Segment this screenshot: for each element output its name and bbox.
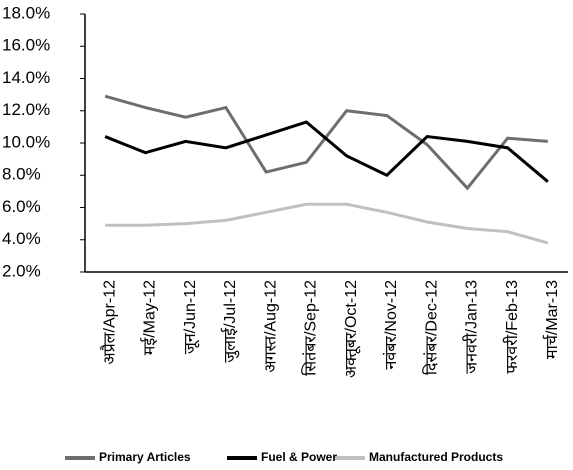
- y-tick-label: 14.0%: [2, 68, 50, 87]
- x-tick-label: नवंबर/Nov-12: [382, 280, 400, 370]
- x-tick-label: अगस्त/Aug-12: [262, 280, 279, 373]
- x-tick-label: जून/Jun-12: [182, 280, 200, 354]
- y-tick-label: 6.0%: [2, 197, 41, 216]
- legend-label: Manufactured Products: [369, 450, 503, 464]
- line-series: [105, 202, 549, 245]
- legend-label: Fuel & Power: [261, 450, 337, 464]
- x-tick-label: मई/May-12: [140, 280, 159, 355]
- x-tick-label: सितंबर/Sep-12: [301, 280, 320, 376]
- y-tick-label: 4.0%: [2, 229, 41, 248]
- x-tick-label: मार्च/Mar-13: [542, 280, 561, 359]
- x-tick-label: अक्तूबर/Oct-12: [343, 280, 361, 378]
- legend-label: Primary Articles: [99, 450, 191, 464]
- y-tick-label: 10.0%: [2, 132, 50, 151]
- y-tick-label: 2.0%: [2, 261, 41, 280]
- x-tick-label: अप्रैल/Apr-12: [99, 280, 118, 365]
- y-tick-label: 12.0%: [2, 100, 50, 119]
- line-series: [104, 94, 548, 191]
- x-tick-label: दिसंबर/Dec-12: [421, 280, 440, 375]
- y-tick-label: 18.0%: [2, 3, 50, 22]
- y-tick-label: 8.0%: [2, 165, 41, 184]
- x-tick-label: फरवरी/Feb-13: [502, 280, 521, 374]
- x-tick-label: जनवरी/Jan-13: [462, 280, 481, 374]
- y-tick-label: 16.0%: [2, 36, 50, 55]
- line-series: [104, 120, 549, 183]
- x-tick-label: जुलाई/Jul-12: [220, 280, 240, 363]
